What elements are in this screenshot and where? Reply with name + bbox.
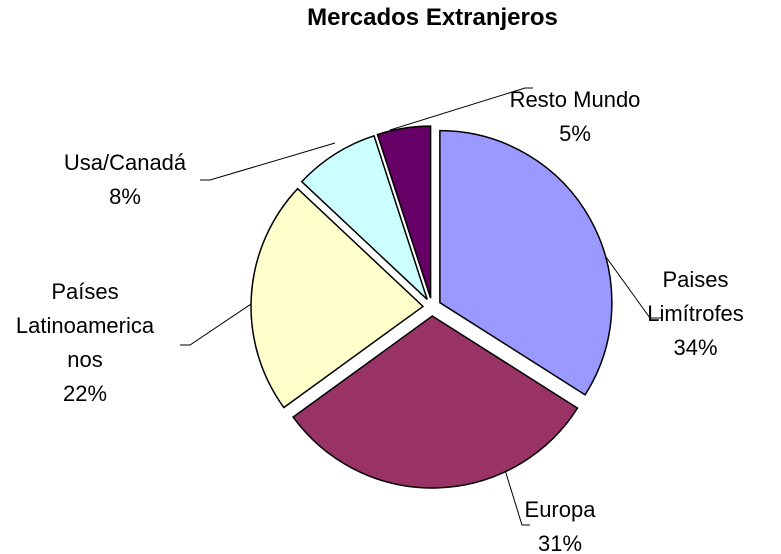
leader-line — [200, 142, 336, 181]
value-label: 31% — [537, 531, 583, 554]
category-label: Usa/Canadá — [63, 150, 187, 175]
leader-line — [389, 87, 533, 131]
category-label: Resto Mundo — [509, 87, 641, 112]
leader-lines — [180, 87, 662, 526]
chart-title: Mercados Extranjeros — [307, 4, 558, 31]
pie-slice — [376, 125, 432, 299]
value-label: 5% — [559, 121, 591, 146]
leader-line — [180, 289, 273, 346]
category-label: Europa — [524, 497, 596, 522]
pie-slice — [300, 134, 428, 300]
leader-line — [504, 469, 530, 526]
leader-line — [587, 231, 662, 319]
pie-slice — [250, 187, 425, 409]
category-label: Paises Limítrofes — [647, 267, 744, 326]
value-label: 8% — [109, 184, 141, 209]
pie-slice — [439, 129, 613, 396]
value-label: 34% — [673, 335, 718, 360]
value-label: 22% — [62, 381, 108, 406]
category-label: Países Latinoamericanos — [15, 279, 155, 372]
pie-slice — [292, 315, 579, 489]
